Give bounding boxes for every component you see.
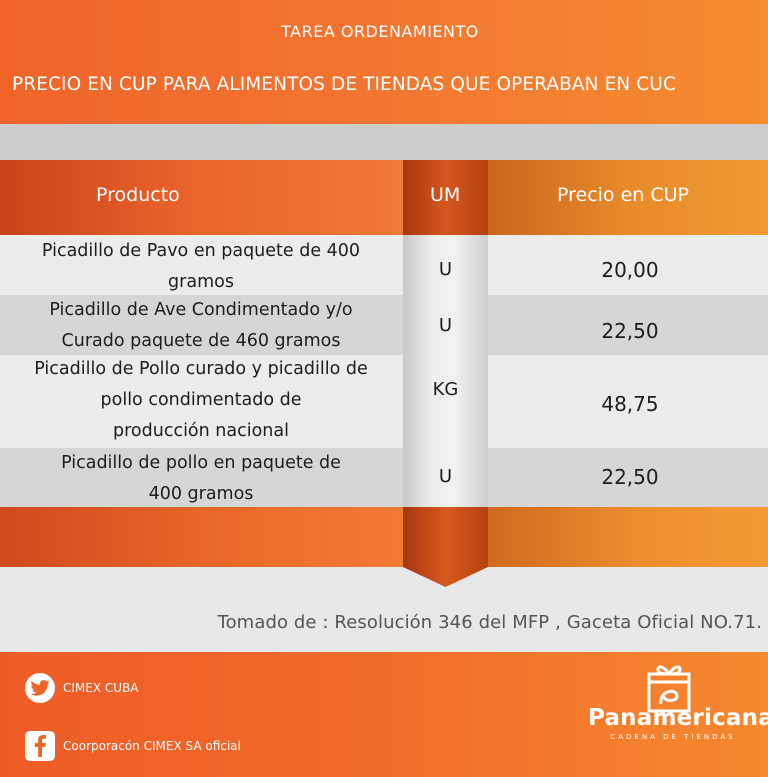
facebook-link[interactable]: Coorporacón CIMEX SA oficial xyxy=(25,731,241,761)
unit-of-measure: KG xyxy=(432,379,459,400)
product-name: Picadillo de pollo en paquete de 400 gra… xyxy=(61,453,341,504)
unit-of-measure: U xyxy=(438,259,453,280)
column-header-product: Producto xyxy=(96,184,180,206)
um-column-background xyxy=(403,235,488,507)
header-cell-um: UM xyxy=(403,160,488,235)
header-banner: TAREA ORDENAMIENTO PRECIO EN CUP PARA AL… xyxy=(0,0,768,124)
header-cell-price: Precio en CUP xyxy=(488,160,768,235)
twitter-label: CIMEX CUBA xyxy=(63,681,139,695)
table-footer-bar-right xyxy=(488,507,768,567)
table-row: Picadillo de Pollo curado y picadillo de… xyxy=(0,355,768,448)
footer xyxy=(0,652,768,777)
unit-of-measure: U xyxy=(438,466,453,487)
header-kicker: TAREA ORDENAMIENTO xyxy=(281,22,479,41)
price-value: 22,50 xyxy=(601,465,659,489)
twitter-icon xyxy=(25,673,55,703)
panamericana-gift-logo xyxy=(647,665,691,713)
table-row: Picadillo de Ave Condimentado y/o Curado… xyxy=(0,295,768,355)
table-row: Picadillo de Pavo en paquete de 400 gram… xyxy=(0,235,768,295)
price-value: 48,75 xyxy=(601,392,659,416)
header-cell-product: Producto xyxy=(0,160,403,235)
product-name: Picadillo de Ave Condimentado y/o Curado… xyxy=(49,300,353,351)
table-row: Picadillo de pollo en paquete de 400 gra… xyxy=(0,448,768,507)
down-arrow-shape xyxy=(403,507,488,587)
column-header-price: Precio en CUP xyxy=(557,184,689,206)
column-header-um: UM xyxy=(430,184,461,206)
facebook-label: Coorporacón CIMEX SA oficial xyxy=(63,739,241,753)
brand-tagline: CADENA DE TIENDAS xyxy=(610,733,736,741)
twitter-link[interactable]: CIMEX CUBA xyxy=(25,673,139,703)
source-citation: Tomado de : Resolución 346 del MFP , Gac… xyxy=(217,612,762,633)
table-header: Producto UM Precio en CUP xyxy=(0,160,768,235)
top-band xyxy=(0,124,768,160)
unit-of-measure: U xyxy=(438,315,453,336)
price-value: 22,50 xyxy=(601,319,659,343)
brand-name: Panamericana xyxy=(588,705,768,731)
price-value: 20,00 xyxy=(601,258,659,282)
page-title: PRECIO EN CUP PARA ALIMENTOS DE TIENDAS … xyxy=(12,74,676,95)
facebook-icon xyxy=(25,731,55,761)
product-name: Picadillo de Pollo curado y picadillo de… xyxy=(34,359,368,441)
table-footer-bar-left xyxy=(0,507,403,567)
product-name: Picadillo de Pavo en paquete de 400 gram… xyxy=(41,241,361,292)
brand-block: Panamericana CADENA DE TIENDAS xyxy=(588,705,768,741)
